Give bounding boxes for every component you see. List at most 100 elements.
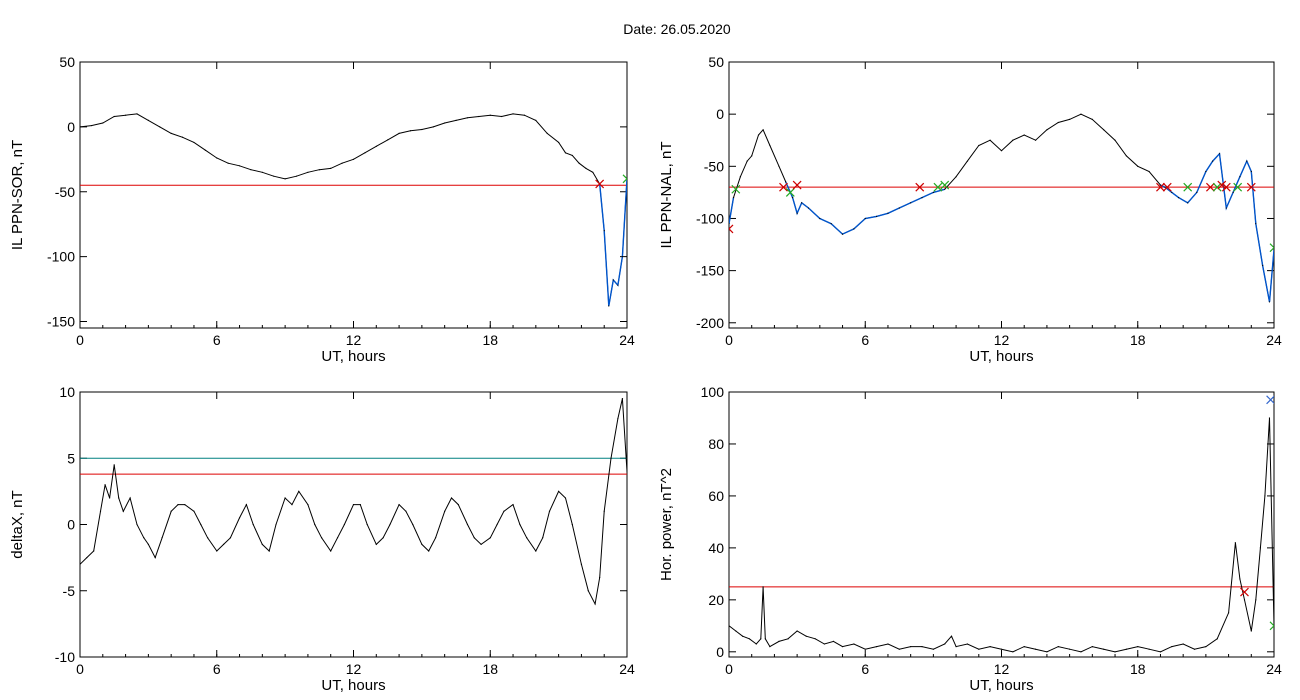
data-point <box>1250 630 1252 632</box>
data-point <box>558 141 560 144</box>
data-point <box>136 113 138 115</box>
data-point <box>444 122 446 124</box>
data-point <box>612 279 614 281</box>
data-point <box>746 160 748 162</box>
data-point <box>352 504 355 506</box>
data-point <box>200 523 202 526</box>
data-point <box>503 510 505 512</box>
data-point <box>1103 648 1105 650</box>
highlight-segment <box>599 178 627 307</box>
data-point <box>1091 118 1093 120</box>
data-point <box>944 188 946 190</box>
data-point <box>1091 646 1093 648</box>
data-point <box>1137 646 1139 648</box>
data-point <box>548 510 551 512</box>
data-point <box>950 635 953 637</box>
y-tick-label: -50 <box>704 158 724 174</box>
data-point <box>161 537 163 539</box>
data-point <box>250 169 252 171</box>
data-point <box>887 643 889 645</box>
data-point <box>1103 129 1105 131</box>
data-point <box>608 305 610 307</box>
data-point <box>1255 599 1257 601</box>
data-point <box>1234 542 1236 544</box>
data-point <box>796 630 798 632</box>
data-point <box>841 646 844 648</box>
data-point <box>147 119 149 121</box>
date-title: Date: 26.05.2020 <box>623 21 731 37</box>
data-point <box>375 543 377 545</box>
data-point <box>314 523 316 526</box>
data-point <box>546 132 548 134</box>
data-point <box>245 504 247 506</box>
data-point <box>558 490 560 492</box>
event-marker <box>1205 182 1215 192</box>
x-tick-label: 0 <box>76 332 84 348</box>
data-point <box>252 523 254 526</box>
data-point <box>1212 160 1214 162</box>
data-point <box>876 646 878 648</box>
data-point <box>778 640 780 643</box>
data-point <box>124 114 127 116</box>
plot-area <box>80 113 627 307</box>
series-line <box>729 113 1274 302</box>
data-point <box>762 586 764 588</box>
data-point <box>617 417 619 420</box>
plot-frame <box>79 61 628 329</box>
y-tick-label: 0 <box>67 119 75 135</box>
x-tick-label: 24 <box>1266 332 1282 348</box>
data-point <box>617 284 619 286</box>
data-point <box>1080 113 1082 115</box>
data-point <box>1114 139 1116 141</box>
data-point <box>1205 646 1207 648</box>
data-point <box>1148 648 1150 650</box>
data-point <box>1264 495 1266 497</box>
data-point <box>428 550 430 552</box>
data-point <box>955 646 957 648</box>
y-tick-label: 5 <box>67 450 75 466</box>
data-point <box>751 155 753 157</box>
data-point <box>796 212 798 214</box>
highlight-segment <box>1160 152 1274 303</box>
data-point <box>932 648 934 650</box>
data-point <box>755 643 757 645</box>
data-point <box>336 537 339 539</box>
data-point <box>1239 176 1241 178</box>
data-point <box>1187 202 1189 204</box>
data-point <box>1148 170 1150 173</box>
plot-frame <box>728 61 1275 329</box>
data-point <box>592 171 594 173</box>
plot-frame <box>728 391 1275 658</box>
data-point <box>284 178 286 180</box>
data-point <box>787 638 789 640</box>
event-marker <box>1156 182 1165 192</box>
y-tick-label: 100 <box>701 384 725 400</box>
x-tick-label: 6 <box>213 332 221 348</box>
x-tick-label: 0 <box>76 661 84 677</box>
data-point <box>359 504 361 506</box>
y-tick-label: 60 <box>708 488 724 504</box>
data-point <box>1034 648 1037 650</box>
data-point <box>261 171 263 173</box>
data-point <box>86 557 88 559</box>
plot-area <box>729 113 1274 303</box>
data-point <box>898 207 900 209</box>
event-marker <box>1269 621 1274 631</box>
data-point <box>823 643 825 645</box>
data-point <box>268 550 270 552</box>
data-point <box>748 638 751 640</box>
data-point <box>978 648 980 650</box>
event-marker <box>1183 182 1193 192</box>
data-point <box>1069 118 1071 120</box>
data-point <box>1034 139 1037 141</box>
data-point <box>876 215 878 217</box>
series-line <box>80 398 627 606</box>
data-point <box>1114 651 1116 653</box>
data-point <box>1164 186 1166 188</box>
data-point <box>512 113 514 115</box>
data-point <box>193 510 195 512</box>
data-point <box>1196 191 1198 193</box>
y-tick-label: -150 <box>696 263 724 279</box>
data-point <box>564 152 567 154</box>
data-point <box>1125 155 1127 157</box>
